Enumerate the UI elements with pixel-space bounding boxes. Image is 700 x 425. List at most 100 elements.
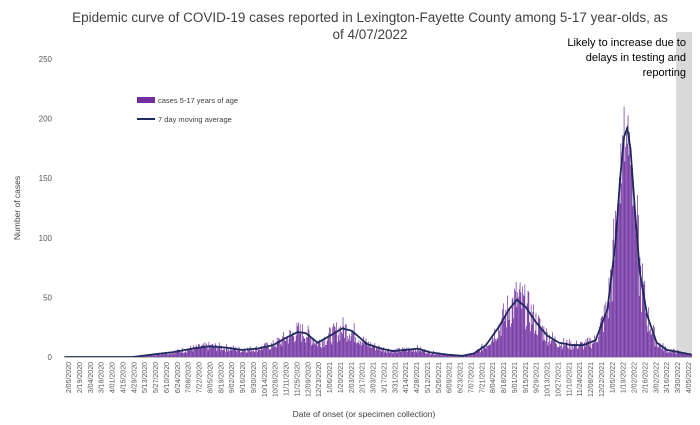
case-bar bbox=[656, 342, 657, 357]
case-bar bbox=[500, 335, 502, 357]
case-bar bbox=[199, 348, 201, 357]
case-bar bbox=[534, 330, 536, 357]
case-bar bbox=[577, 348, 579, 357]
case-bar bbox=[316, 341, 318, 357]
case-bar bbox=[680, 351, 681, 357]
case-bar bbox=[574, 343, 576, 357]
case-bar bbox=[179, 350, 180, 357]
case-bar bbox=[481, 343, 483, 357]
case-bar bbox=[590, 338, 592, 357]
case-bar bbox=[358, 340, 360, 357]
case-bar bbox=[441, 355, 443, 357]
case-bar bbox=[218, 342, 220, 357]
case-bar bbox=[392, 353, 394, 357]
case-bar bbox=[645, 312, 646, 357]
case-bar bbox=[430, 354, 431, 357]
case-bar bbox=[580, 342, 582, 357]
case-bar bbox=[593, 343, 595, 357]
case-bar bbox=[526, 325, 527, 357]
case-bar bbox=[241, 352, 242, 357]
case-bar bbox=[306, 337, 308, 357]
case-bar bbox=[395, 349, 396, 357]
case-bar bbox=[279, 344, 281, 357]
case-bar bbox=[399, 347, 400, 357]
case-bar bbox=[426, 353, 428, 357]
case-bar bbox=[277, 340, 279, 357]
y-tick-label: 150 bbox=[39, 174, 53, 183]
case-bar bbox=[605, 301, 607, 357]
case-bar bbox=[626, 127, 627, 357]
case-bar bbox=[495, 340, 497, 357]
case-bar bbox=[601, 316, 603, 357]
case-bar bbox=[172, 352, 174, 357]
case-bar bbox=[362, 343, 364, 357]
x-tick-label: 6/10/2020 bbox=[164, 362, 171, 393]
case-bar bbox=[442, 353, 444, 357]
case-bar bbox=[641, 263, 643, 357]
case-bar bbox=[430, 354, 432, 357]
case-bar bbox=[414, 348, 416, 357]
case-bar bbox=[393, 349, 395, 357]
case-bar bbox=[431, 353, 433, 357]
case-bar bbox=[398, 348, 399, 357]
case-bar bbox=[672, 351, 673, 357]
case-bar bbox=[397, 347, 399, 357]
case-bar bbox=[296, 322, 298, 357]
annotation-line-2: delays in testing and bbox=[586, 52, 686, 64]
case-bar bbox=[652, 330, 654, 357]
case-bar bbox=[251, 349, 253, 357]
case-bar bbox=[541, 327, 542, 357]
case-bar bbox=[291, 334, 293, 357]
case-bar bbox=[406, 347, 407, 357]
case-bar bbox=[360, 345, 362, 357]
case-bar bbox=[542, 340, 544, 357]
case-bar bbox=[664, 347, 665, 357]
case-bar bbox=[487, 346, 488, 357]
case-bar bbox=[238, 346, 240, 357]
case-bar bbox=[514, 288, 515, 357]
case-bar bbox=[484, 346, 486, 357]
case-bar bbox=[184, 351, 186, 357]
case-bar bbox=[249, 346, 251, 357]
case-bar bbox=[279, 338, 280, 357]
x-tick-label: 8/05/2020 bbox=[207, 362, 214, 393]
case-bar bbox=[376, 347, 377, 357]
case-bar bbox=[272, 340, 274, 357]
x-tick-label: 2/03/2021 bbox=[349, 362, 356, 393]
case-bar bbox=[326, 340, 328, 357]
case-bar bbox=[557, 347, 559, 357]
case-bar bbox=[221, 350, 223, 357]
case-bar bbox=[595, 341, 597, 357]
case-bar bbox=[469, 354, 471, 357]
case-bar bbox=[519, 282, 521, 357]
case-bar bbox=[443, 353, 445, 357]
case-bar bbox=[147, 355, 149, 357]
case-bar bbox=[303, 338, 305, 357]
case-bar bbox=[426, 353, 427, 357]
case-bar bbox=[192, 351, 194, 357]
x-tick-label: 11/10/2021 bbox=[566, 362, 573, 397]
case-bar bbox=[385, 351, 387, 357]
case-bar bbox=[208, 341, 210, 357]
case-bar bbox=[200, 347, 202, 357]
case-bar bbox=[394, 351, 395, 357]
case-bar bbox=[650, 334, 652, 357]
case-bar bbox=[483, 346, 485, 357]
case-bar bbox=[308, 329, 310, 357]
case-bar bbox=[201, 345, 203, 357]
case-bar bbox=[576, 348, 578, 357]
case-bar bbox=[641, 312, 642, 357]
case-bar bbox=[480, 352, 481, 357]
case-bar bbox=[471, 353, 473, 357]
case-bar bbox=[572, 349, 574, 357]
case-bar bbox=[310, 345, 312, 357]
case-bar bbox=[143, 356, 145, 357]
case-bar bbox=[298, 322, 299, 357]
case-bar bbox=[621, 183, 623, 357]
case-bar bbox=[540, 328, 542, 357]
case-bar bbox=[245, 352, 247, 357]
case-bar bbox=[589, 346, 591, 357]
case-bar bbox=[246, 352, 248, 357]
case-bar bbox=[615, 228, 617, 357]
case-bar bbox=[416, 352, 418, 357]
